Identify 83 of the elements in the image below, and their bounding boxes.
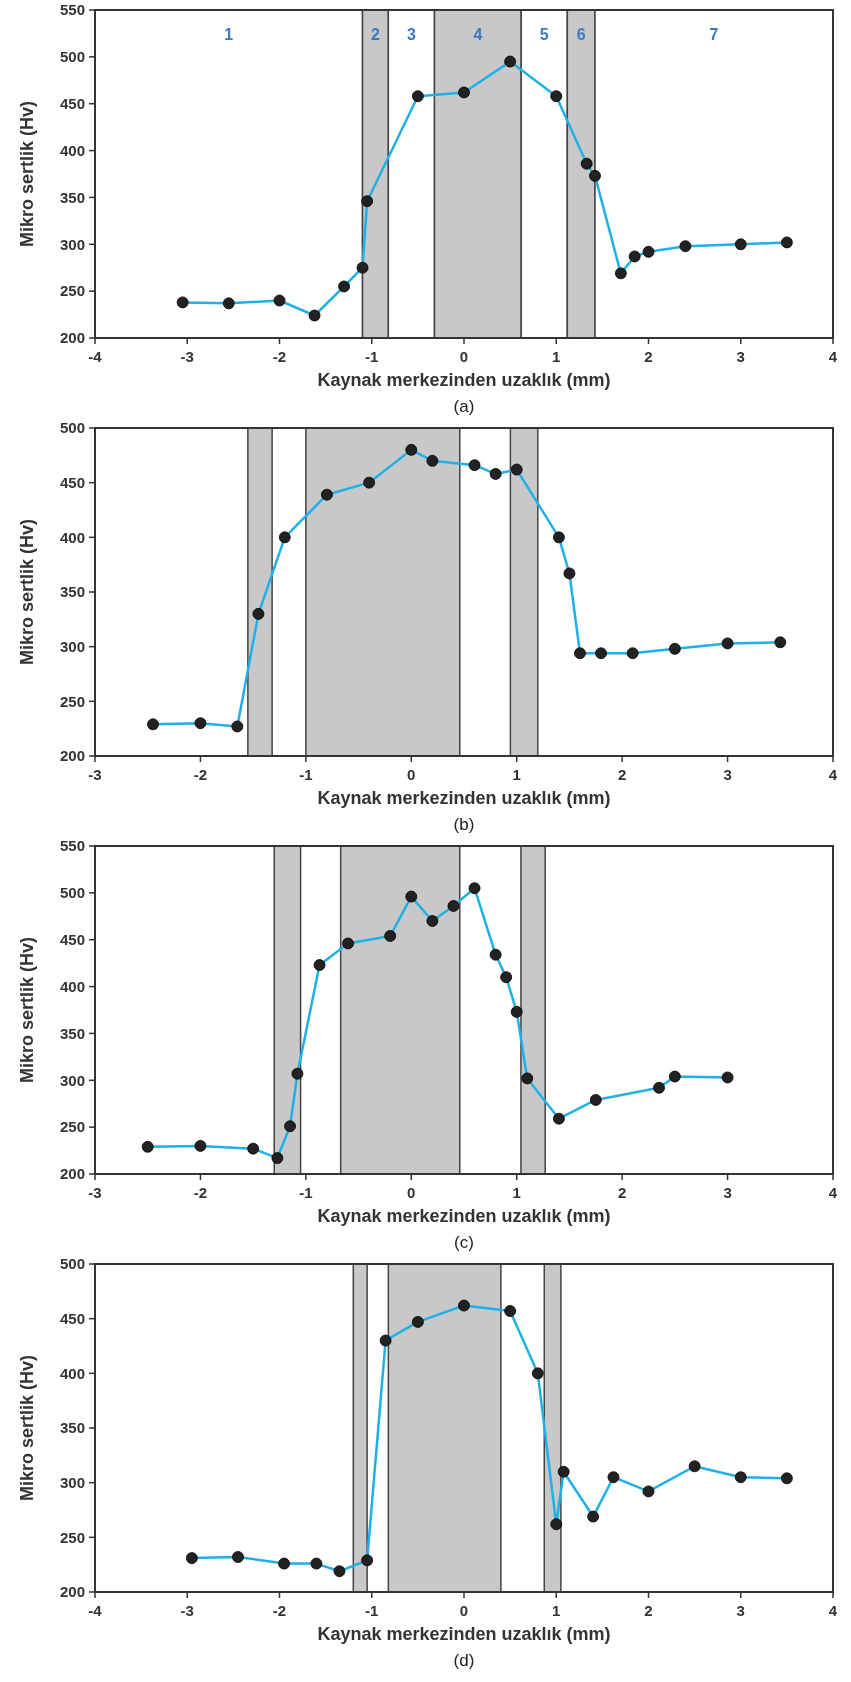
y-tick-label: 500 bbox=[59, 48, 85, 66]
y-tick-label: 500 bbox=[59, 419, 85, 437]
y-tick-label: 450 bbox=[59, 473, 85, 491]
y-tick-label: 550 bbox=[59, 1, 85, 19]
x-tick-label: 2 bbox=[644, 348, 653, 365]
band-label: 5 bbox=[539, 26, 549, 43]
y-tick-label: 450 bbox=[59, 94, 85, 112]
y-tick-label: 300 bbox=[59, 1071, 85, 1089]
x-axis-title: Kaynak merkezinden uzaklık (mm) bbox=[317, 788, 611, 808]
x-axis-title: Kaynak merkezinden uzaklık (mm) bbox=[317, 370, 611, 390]
x-tick-label: -2 bbox=[193, 766, 208, 783]
y-tick-label: 400 bbox=[59, 528, 85, 546]
x-tick-label: -3 bbox=[88, 766, 102, 783]
y-axis-title: Mikro sertlik (Hv) bbox=[17, 936, 37, 1084]
y-axis-title: Mikro sertlik (Hv) bbox=[17, 1354, 37, 1502]
x-tick-label: -3 bbox=[180, 1602, 194, 1619]
y-tick-label: 250 bbox=[59, 1118, 85, 1136]
y-tick-label: 450 bbox=[59, 930, 85, 948]
band-label: 1 bbox=[224, 26, 234, 43]
y-tick-label: 400 bbox=[59, 1364, 85, 1382]
text: (a) bbox=[453, 397, 475, 416]
x-tick-label: 3 bbox=[723, 1184, 732, 1201]
x-tick-label: -1 bbox=[365, 1602, 379, 1619]
text: (c) bbox=[454, 1233, 474, 1252]
x-tick-label: 0 bbox=[459, 1602, 469, 1619]
x-axis-title: Kaynak merkezinden uzaklık (mm) bbox=[317, 1624, 611, 1644]
text: (b) bbox=[453, 815, 475, 834]
y-tick-label: 500 bbox=[59, 884, 85, 902]
band-label: 2 bbox=[370, 26, 380, 43]
y-tick-label: 300 bbox=[59, 637, 85, 655]
x-tick-label: 1 bbox=[552, 348, 561, 365]
x-tick-label: 3 bbox=[736, 348, 745, 365]
y-tick-label: 250 bbox=[59, 692, 85, 710]
y-tick-label: 200 bbox=[59, 329, 85, 347]
y-tick-label: 500 bbox=[59, 1255, 85, 1273]
y-axis-title: Mikro sertlik (Hv) bbox=[17, 100, 37, 248]
y-tick-label: 250 bbox=[59, 1528, 85, 1546]
x-tick-label: 0 bbox=[459, 348, 469, 365]
y-tick-label: 300 bbox=[59, 1473, 85, 1491]
x-tick-label: 4 bbox=[828, 348, 838, 365]
x-tick-label: 0 bbox=[407, 1184, 416, 1201]
y-tick-label: 200 bbox=[59, 747, 85, 765]
y-axis-title: Mikro sertlik (Hv) bbox=[17, 518, 37, 666]
y-tick-label: 200 bbox=[59, 1583, 85, 1601]
y-tick-label: 450 bbox=[59, 1309, 85, 1327]
x-tick-label: 2 bbox=[617, 1184, 627, 1201]
x-tick-label: -4 bbox=[88, 1602, 103, 1619]
x-tick-label: -1 bbox=[299, 766, 313, 783]
x-tick-label: -4 bbox=[88, 348, 103, 365]
y-tick-label: 350 bbox=[59, 1419, 85, 1437]
x-tick-label: -2 bbox=[272, 1602, 287, 1619]
band-label: 6 bbox=[576, 26, 586, 43]
y-tick-label: 350 bbox=[59, 188, 85, 206]
band-label: 4 bbox=[473, 26, 483, 43]
x-tick-label: 4 bbox=[828, 1184, 838, 1201]
y-tick-label: 350 bbox=[59, 1024, 85, 1042]
x-tick-label: -3 bbox=[180, 348, 194, 365]
band-label: 7 bbox=[709, 26, 719, 43]
x-tick-label: 1 bbox=[552, 1602, 561, 1619]
x-axis-title: Kaynak merkezinden uzaklık (mm) bbox=[317, 1206, 611, 1226]
x-tick-label: 3 bbox=[736, 1602, 745, 1619]
x-tick-label: 1 bbox=[512, 1184, 521, 1201]
x-tick-label: 4 bbox=[828, 1602, 838, 1619]
x-tick-label: -1 bbox=[299, 1184, 313, 1201]
x-tick-label: 1 bbox=[512, 766, 521, 783]
y-tick-label: 200 bbox=[59, 1165, 85, 1183]
y-tick-label: 400 bbox=[59, 977, 85, 995]
x-tick-label: 2 bbox=[644, 1602, 653, 1619]
y-tick-label: 300 bbox=[59, 235, 85, 253]
x-tick-label: 4 bbox=[828, 766, 838, 783]
y-tick-label: 550 bbox=[59, 837, 85, 855]
x-tick-label: -3 bbox=[88, 1184, 102, 1201]
y-tick-label: 400 bbox=[59, 141, 85, 159]
x-tick-label: -1 bbox=[365, 348, 379, 365]
x-tick-label: 0 bbox=[407, 766, 416, 783]
x-tick-label: 2 bbox=[617, 766, 627, 783]
x-tick-label: -2 bbox=[272, 348, 287, 365]
x-tick-label: -2 bbox=[193, 1184, 208, 1201]
y-tick-label: 250 bbox=[59, 282, 85, 300]
y-tick-label: 350 bbox=[59, 583, 85, 601]
x-tick-label: 3 bbox=[723, 766, 732, 783]
text: (d) bbox=[453, 1651, 475, 1670]
band-label: 3 bbox=[406, 26, 416, 43]
